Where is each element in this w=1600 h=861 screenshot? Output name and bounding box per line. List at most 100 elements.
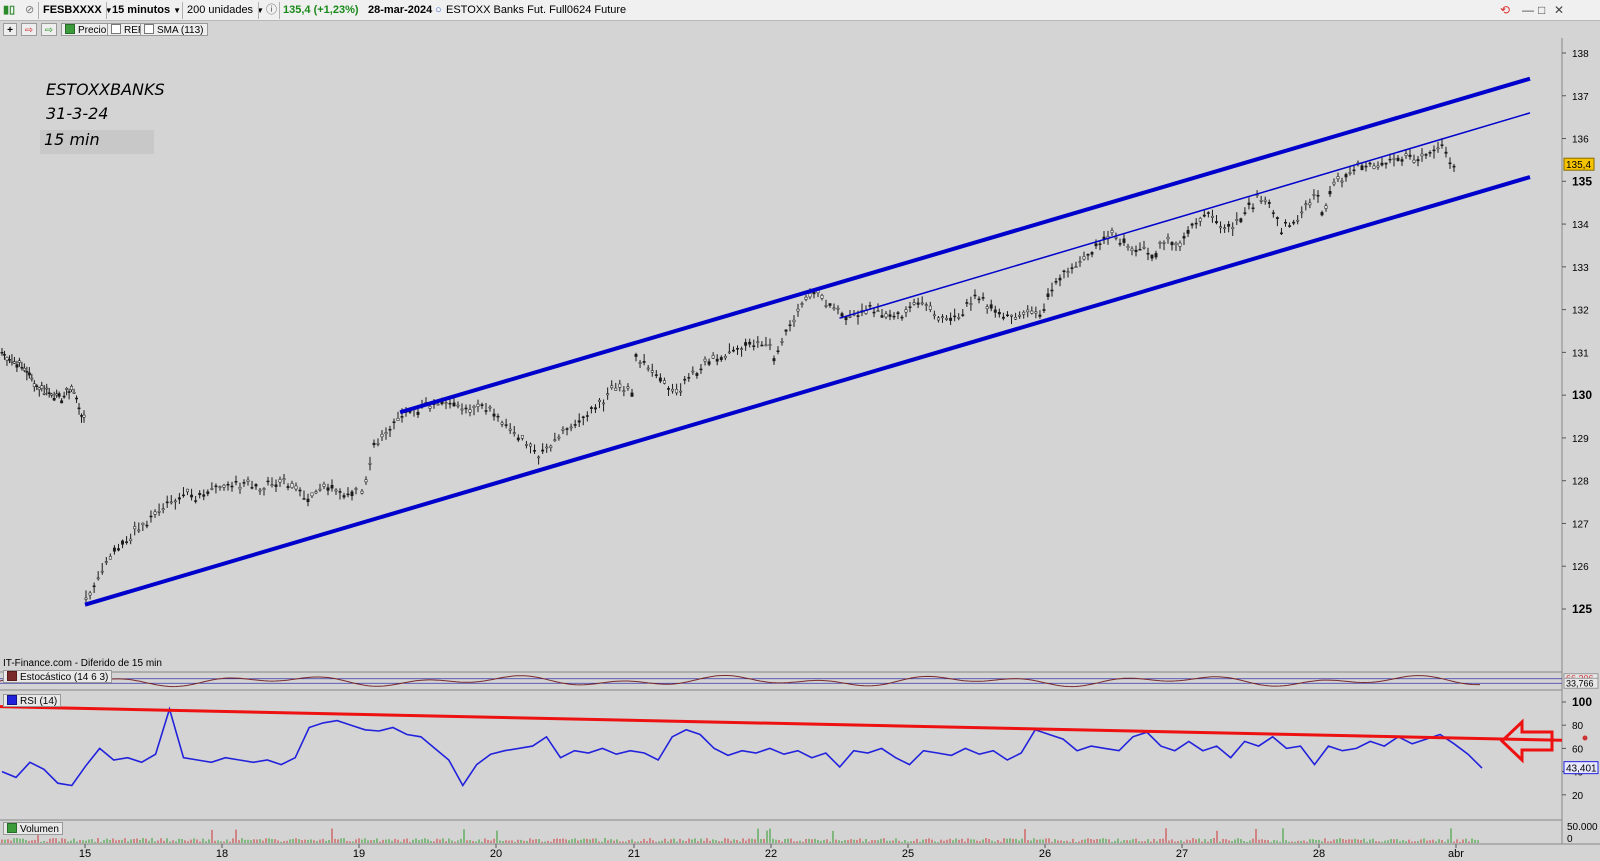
minimize-icon[interactable]: — [1522,3,1534,17]
price-candle [37,387,41,390]
price-candle [760,344,764,347]
price-candle [1138,248,1142,251]
price-candle [96,577,100,580]
price-candle [282,478,286,481]
price-candle [360,490,364,494]
price-candle [856,315,860,317]
volume-y-tick-label: 0 [1567,834,1573,845]
price-candle [585,415,589,417]
price-candle [569,426,573,429]
price-candle [764,344,768,347]
checkbox-icon [144,24,154,34]
price-candle [1202,214,1206,217]
price-candle [1416,159,1420,162]
price-candle [1280,232,1283,235]
price-candle [330,484,334,489]
toggle-sma[interactable]: SMA (113) [140,23,208,36]
price-candle [318,488,322,491]
price-candle [1162,242,1166,244]
price-candle [981,297,985,299]
price-candle [70,386,74,391]
price-candle [549,445,553,448]
price-candle [993,309,997,313]
price-candle [1102,236,1106,239]
price-candle [876,310,880,312]
price-candle [711,355,715,359]
price-candle [67,391,71,393]
y-tick-label: 130 [1572,388,1592,402]
price-candle [1130,248,1134,251]
price-candle [496,415,500,418]
rsi-label[interactable]: RSI (14) [3,694,62,707]
symbol-dropdown[interactable]: FESBXXXX ▼ [43,3,113,18]
price-candle [589,407,593,409]
price-candle [57,393,61,397]
price-candle [456,404,460,407]
price-candle [314,491,318,494]
price-candle [973,294,977,297]
price-candle [1404,153,1408,156]
compare-icon[interactable]: ⊘ [25,4,35,16]
volume-label-text: Volumen [20,824,59,835]
price-candle [928,305,932,310]
price-candle [294,485,298,490]
price-candle [266,480,270,483]
price-candle [1376,165,1380,168]
price-candle [577,420,581,423]
chevron-down-icon: ▼ [104,6,113,15]
y-tick-label: 129 [1572,434,1589,445]
price-candle [1292,221,1296,224]
chart-type-icon[interactable]: ▮▯ [3,4,16,16]
price-candle [52,398,56,401]
price-candle [900,316,904,319]
price-candle [892,315,896,318]
add-indicator-icon[interactable]: ⇨ [41,23,57,36]
price-candle [1247,202,1251,205]
maximize-icon[interactable]: □ [1538,3,1546,17]
price-candle [145,524,149,527]
price-panel [0,38,1562,662]
timeframe-dropdown[interactable]: 15 minutos ▼ [112,3,181,18]
price-candle [1114,236,1118,239]
price-candle [1054,281,1058,283]
price-candle [836,307,840,310]
price-candle [222,484,226,488]
toggle-rep[interactable]: REP [107,23,149,36]
price-candle [1424,154,1428,156]
price-candle [45,387,49,390]
remove-indicator-icon[interactable]: ⇨ [21,23,37,36]
price-candle [630,392,634,397]
price-candle [47,392,51,394]
info-icon[interactable]: ⓘ [266,4,277,16]
price-candle [792,319,796,323]
price-candle [1396,157,1400,161]
price-candle [602,402,606,405]
close-icon[interactable]: ✕ [1554,3,1565,17]
channel-lines [84,76,1531,607]
stochastic-series: 66,20633,766 [0,673,1599,689]
price-candle [173,500,177,503]
add-icon[interactable]: + [3,23,17,36]
price-candle [8,359,11,361]
volume-label[interactable]: Volumen [3,822,63,835]
color-swatch-icon [7,695,17,705]
stochastic-readout-box [1563,677,1599,689]
price-candle [60,400,64,404]
price-candle [1066,271,1070,273]
price-candle [977,298,981,301]
price-candle [80,415,83,417]
stochastic-label[interactable]: Estocástico (14 6 3) [3,670,113,683]
main-toolbar: ▮▯ ⊘ FESBXXXX ▼ 15 minutos ▼ 200 unidades ▼… [0,0,1600,21]
price-candle [230,485,234,488]
units-dropdown[interactable]: 200 unidades ▼ [187,3,264,18]
price-candle [1146,252,1150,255]
price-candle [1420,153,1424,157]
toggle-price[interactable]: Precio [61,23,111,36]
price-candle [190,494,194,498]
price-candle [177,497,181,500]
price-candle [1304,203,1308,206]
refresh-icon[interactable]: ⟲ [1500,3,1511,17]
price-candle [1336,176,1340,180]
price-candle [1408,154,1412,157]
